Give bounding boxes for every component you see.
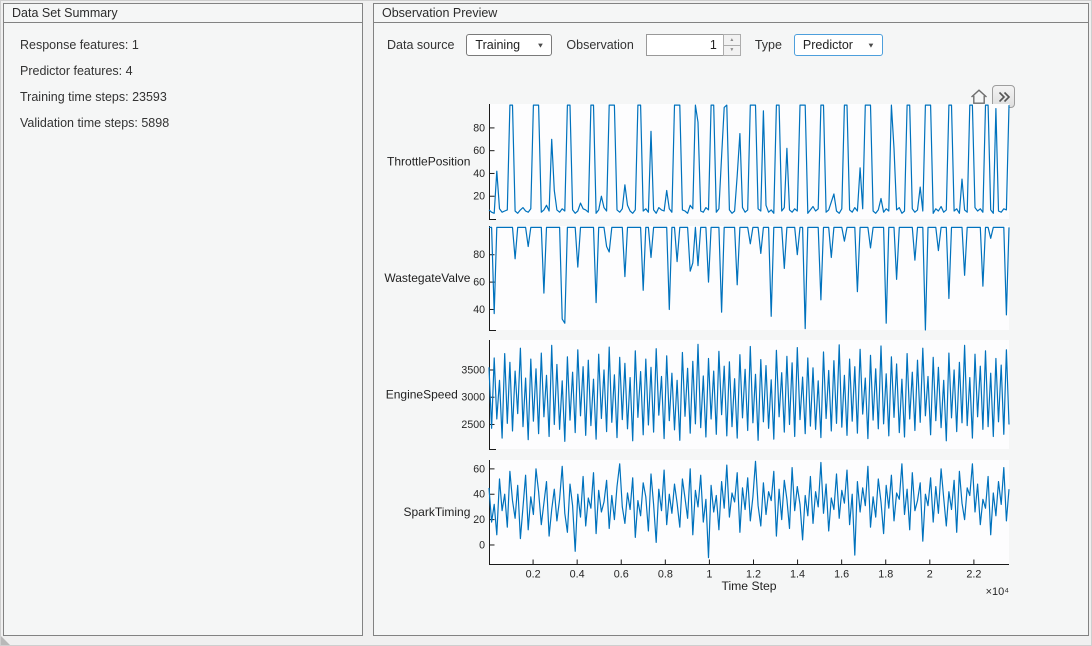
svg-text:20: 20 [473, 191, 485, 203]
svg-text:60: 60 [473, 145, 485, 157]
observation-input[interactable] [645, 34, 723, 56]
svg-text:20: 20 [473, 514, 485, 526]
triangle-up-icon: ▲ [729, 36, 735, 43]
observation-label: Observation [566, 38, 634, 52]
observation-preview-title: Observation Preview [374, 4, 1088, 23]
spinner-up-button[interactable]: ▲ [722, 34, 741, 46]
type-dropdown[interactable]: Predictor ▼ [793, 34, 883, 56]
data-source-dropdown[interactable]: Training ▼ [466, 34, 553, 56]
svg-text:2.2: 2.2 [966, 569, 981, 581]
svg-text:80: 80 [473, 249, 485, 261]
spinner-down-button[interactable]: ▼ [722, 45, 741, 56]
chevron-down-icon: ▼ [536, 41, 545, 49]
svg-text:WastegateValve: WastegateValve [384, 271, 470, 285]
svg-text:1.8: 1.8 [878, 569, 893, 581]
data-set-summary-title: Data Set Summary [4, 4, 362, 23]
observation-preview-chart: 20406080ThrottlePosition406080WastegateV… [384, 104, 1010, 598]
data-source-label: Data source [387, 38, 455, 52]
svg-text:3000: 3000 [461, 392, 485, 404]
summary-list: Response features: 1 Predictor features:… [4, 32, 362, 136]
svg-text:1.2: 1.2 [746, 569, 761, 581]
observation-spinner: ▲ ▼ [722, 34, 741, 56]
summary-item-validation-time-steps: Validation time steps: 5898 [20, 116, 170, 130]
double-chevron-right-icon [998, 91, 1010, 102]
svg-text:1.6: 1.6 [834, 569, 849, 581]
home-icon [971, 88, 987, 104]
svg-text:0.4: 0.4 [570, 569, 585, 581]
svg-text:EngineSpeed: EngineSpeed [386, 388, 458, 402]
svg-text:SparkTiming: SparkTiming [403, 505, 470, 519]
triangle-down-icon: ▼ [729, 47, 735, 54]
svg-text:40: 40 [473, 168, 485, 180]
svg-text:40: 40 [473, 489, 485, 501]
summary-item-training-time-steps: Training time steps: 23593 [20, 90, 167, 104]
type-value: Predictor [802, 38, 853, 52]
svg-text:2500: 2500 [461, 419, 485, 431]
svg-text:60: 60 [473, 277, 485, 289]
type-label: Type [754, 38, 782, 52]
data-source-value: Training [475, 38, 521, 52]
summary-item-predictor-features: Predictor features: 4 [20, 64, 133, 78]
svg-text:Time Step: Time Step [721, 579, 776, 593]
summary-item-response-features: Response features: 1 [20, 38, 139, 52]
svg-text:0: 0 [479, 539, 485, 551]
observation-stepper: ▲ ▼ [645, 34, 741, 56]
svg-text:2: 2 [927, 569, 933, 581]
svg-text:1.4: 1.4 [790, 569, 805, 581]
chevron-down-icon: ▼ [867, 41, 875, 49]
observation-controls: Data source Training ▼ Observation ▲ ▼ T… [387, 33, 883, 57]
resize-grip-icon[interactable] [1, 636, 10, 645]
svg-text:3500: 3500 [461, 364, 485, 376]
svg-text:×10⁴: ×10⁴ [986, 586, 1010, 598]
svg-text:40: 40 [473, 304, 485, 316]
svg-text:0.6: 0.6 [614, 569, 629, 581]
svg-text:1: 1 [706, 569, 712, 581]
data-set-summary-panel: Data Set Summary Response features: 1 Pr… [3, 3, 363, 636]
svg-text:ThrottlePosition: ThrottlePosition [387, 155, 470, 169]
observation-preview-panel: Observation Preview Data source Training… [373, 3, 1089, 636]
restore-view-button[interactable] [968, 86, 990, 108]
svg-text:0.2: 0.2 [526, 569, 541, 581]
svg-text:0.8: 0.8 [658, 569, 673, 581]
svg-text:60: 60 [473, 463, 485, 475]
svg-text:80: 80 [473, 122, 485, 134]
